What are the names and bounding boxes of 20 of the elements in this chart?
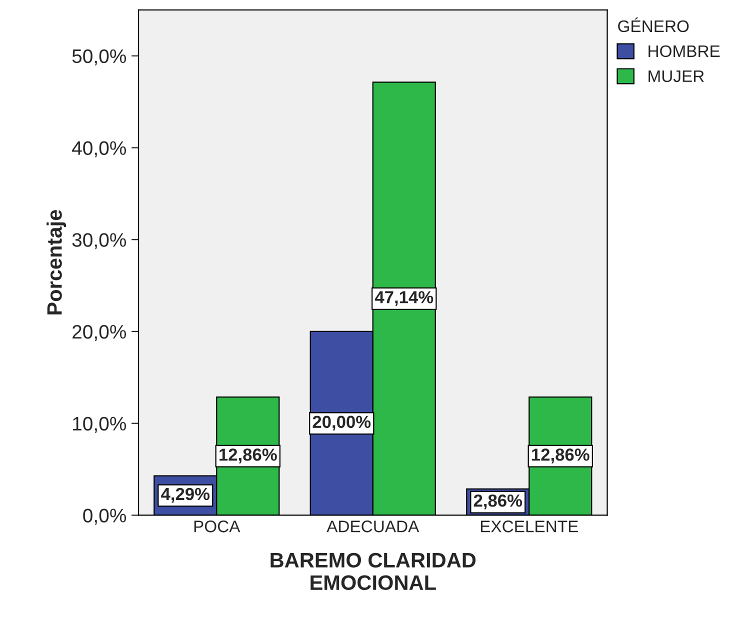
- data-label: 12,86%: [220, 448, 277, 464]
- x-tick-label: EXCELENTE: [480, 520, 578, 532]
- data-label: 47,14%: [374, 291, 434, 306]
- x-axis-title: BAREMO CLARIDAD EMOCIONAL: [270, 552, 476, 590]
- legend-title: GÉNERO: [618, 18, 689, 32]
- y-tick-label: 50,0%: [72, 49, 126, 66]
- legend-label: HOMBRE: [648, 45, 720, 58]
- data-label: 12,86%: [532, 448, 590, 464]
- data-label: 2,86%: [474, 494, 522, 510]
- y-tick-label: 40,0%: [72, 141, 126, 158]
- y-tick-label: 20,0%: [72, 324, 126, 342]
- legend-label: MUJER: [648, 70, 704, 82]
- x-tick-label: ADECUADA: [326, 520, 420, 532]
- y-axis-title: Porcentaje: [46, 210, 66, 314]
- data-label: 4,29%: [161, 488, 210, 503]
- x-tick-label: POCA: [194, 520, 240, 532]
- data-label: 20,00%: [312, 416, 371, 431]
- y-tick-label: 10,0%: [73, 416, 126, 433]
- y-tick-label: 30,0%: [72, 233, 126, 250]
- y-tick-label: 0,0%: [83, 508, 126, 525]
